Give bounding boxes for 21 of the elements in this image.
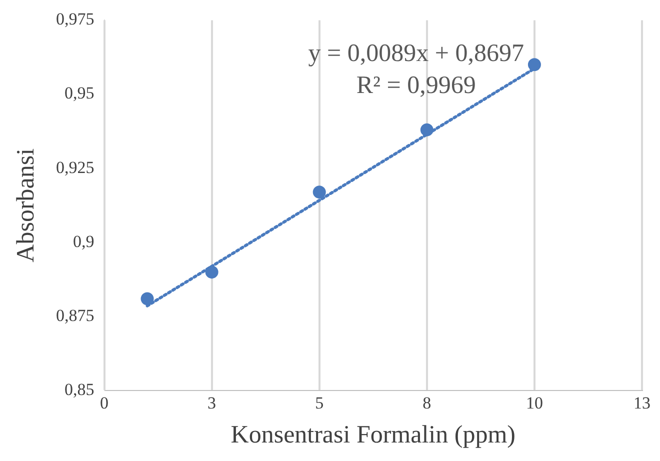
y-tick-label: 0,925: [56, 158, 94, 177]
x-tick-label: 5: [315, 393, 324, 412]
point: [140, 292, 154, 306]
y-tick-label: 0,85: [64, 380, 94, 400]
y-tick-label: 0,975: [56, 10, 94, 29]
point: [205, 266, 218, 279]
y-axis-title: Absorbansi: [12, 148, 40, 262]
x-tick-label: 10: [526, 393, 543, 412]
x-tick-label: 3: [208, 393, 216, 412]
point: [312, 186, 326, 199]
point: [420, 123, 434, 136]
annotation: y = 0,0089x + 0,8697: [308, 40, 524, 67]
x-axis-title: Konsentrasi Formalin (ppm): [230, 422, 516, 449]
y-tick-label: 0,95: [64, 84, 94, 103]
x-tick-label: 8: [422, 393, 432, 412]
x-tick-label: 13: [634, 393, 650, 412]
y-tick-label: 0,875: [56, 306, 94, 325]
x-tick-label: 0: [100, 393, 108, 412]
y-tick-label: 0,9: [73, 232, 94, 251]
point: [528, 58, 541, 72]
annotation: R² = 0,9969: [356, 72, 476, 99]
